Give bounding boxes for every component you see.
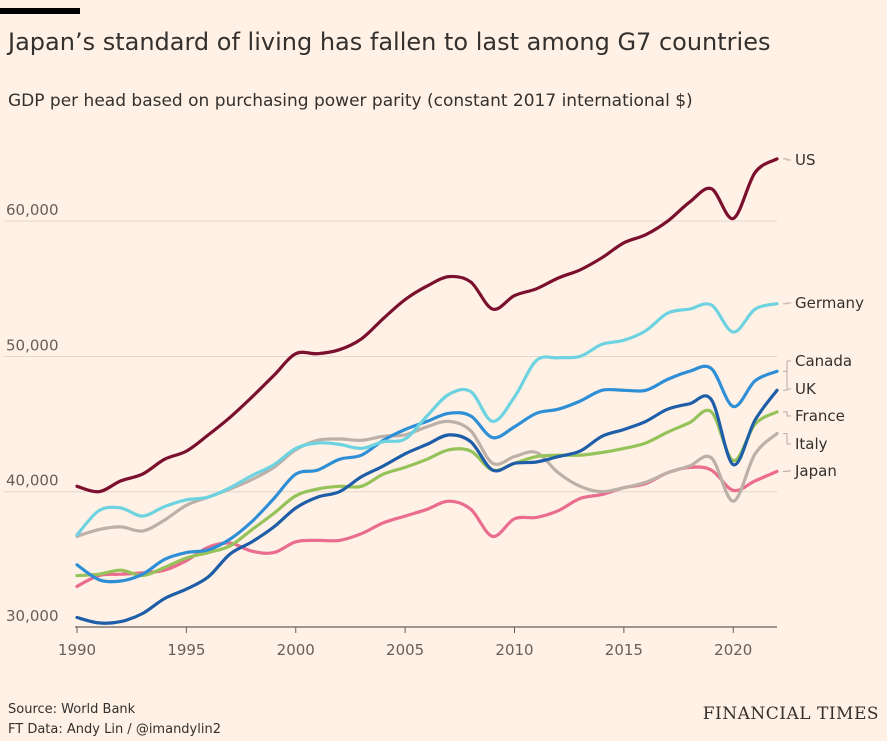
series-label-japan: Japan	[794, 462, 837, 480]
series-label-uk: UK	[795, 380, 817, 398]
x-tick-label: 2020	[714, 641, 752, 659]
label-connector	[783, 158, 791, 161]
y-tick-label: 30,000	[6, 607, 59, 625]
series-line-us	[75, 157, 779, 494]
series-label-italy: Italy	[795, 435, 828, 453]
series-line-japan	[75, 465, 779, 588]
x-tick-label: 2015	[605, 641, 643, 659]
x-tick-label: 2000	[277, 641, 315, 659]
source-line: Source: World Bank	[8, 702, 136, 717]
series-line-uk	[75, 364, 779, 584]
x-tick-label: 2010	[495, 641, 533, 659]
label-connector	[783, 370, 791, 390]
x-tick-label: 1990	[58, 641, 96, 659]
series-label-us: US	[795, 151, 816, 169]
series-label-france: France	[795, 407, 845, 425]
series-line-canada	[75, 388, 779, 625]
ft-logo: FINANCIAL TIMES	[702, 704, 879, 724]
label-connector	[783, 411, 791, 417]
label-connector	[783, 433, 791, 445]
series-labels: US Germany Canada UK France Italy Japan	[783, 151, 864, 480]
y-tick-label: 50,000	[6, 336, 59, 354]
y-axis: 30,000 40,000 50,000 60,000	[6, 201, 59, 625]
x-axis: 1990 1995 2000 2005 2010 2015 2020	[58, 626, 777, 659]
source-note: Source: World Bank FT Data: Andy Lin / @…	[8, 700, 221, 740]
y-tick-label: 60,000	[6, 201, 59, 219]
series-line-italy	[75, 419, 779, 538]
gridlines	[4, 220, 777, 493]
series-line-france	[75, 408, 779, 578]
series-line-germany	[75, 302, 779, 537]
x-tick-label: 1995	[167, 641, 205, 659]
x-tick-label: 2005	[386, 641, 424, 659]
series-lines	[75, 157, 779, 625]
credit-line: FT Data: Andy Lin / @imandylin2	[8, 722, 221, 737]
chart-subtitle: GDP per head based on purchasing power p…	[8, 91, 693, 111]
chart-title: Japan’s standard of living has fallen to…	[8, 28, 771, 56]
series-label-germany: Germany	[795, 294, 864, 312]
label-connector	[783, 302, 791, 305]
y-tick-label: 40,000	[6, 472, 59, 490]
ft-top-bar	[0, 8, 80, 14]
series-label-canada: Canada	[795, 352, 852, 370]
